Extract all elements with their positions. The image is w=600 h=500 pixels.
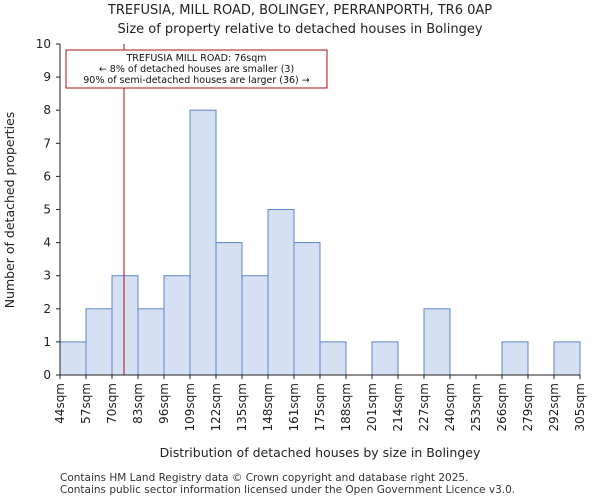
y-tick-label: 9 [43, 70, 51, 84]
chart-subtitle: Size of property relative to detached ho… [117, 22, 483, 37]
bar [241, 275, 269, 376]
x-tick-label: 279sqm [521, 383, 535, 431]
x-tick-label: 83sqm [131, 383, 145, 424]
x-tick-label: 148sqm [261, 383, 275, 431]
bar [189, 109, 217, 376]
y-tick-label: 8 [43, 103, 51, 117]
x-tick-label: 253sqm [469, 383, 483, 431]
x-tick-label: 44sqm [53, 383, 67, 424]
annotation-box [65, 49, 328, 89]
bar [501, 341, 529, 376]
bar [215, 242, 243, 376]
y-tick-label: 0 [43, 368, 51, 382]
bar [423, 308, 451, 376]
x-tick-label: 201sqm [365, 383, 379, 431]
y-tick-label: 5 [43, 203, 51, 217]
annotation-layer: TREFUSIA MILL ROAD: 76sqm← 8% of detache… [65, 49, 328, 89]
bar [111, 275, 139, 376]
x-tick-label: 109sqm [183, 383, 197, 431]
footer-line-1: Contains HM Land Registry data © Crown c… [60, 472, 469, 484]
x-tick-label: 188sqm [339, 383, 353, 431]
bar [319, 341, 347, 376]
y-tick-label: 1 [43, 335, 51, 349]
x-tick-label: 122sqm [209, 383, 223, 431]
x-axis-label: Distribution of detached houses by size … [160, 445, 481, 460]
y-tick-label: 4 [43, 236, 51, 250]
x-tick-label: 305sqm [573, 383, 587, 431]
x-tick-label: 227sqm [417, 383, 431, 431]
bar [293, 242, 321, 376]
x-tick-label: 161sqm [287, 383, 301, 431]
bar [553, 341, 581, 376]
ticks-layer: 0 1 2 3 4 5 6 7 8 9 10 44sqm 57sqm 70sqm 83sqm 96sqm 109… [36, 37, 587, 431]
bar [371, 341, 399, 376]
footer: Contains HM Land Registry data © Crown c… [60, 472, 515, 496]
annotation-line: TREFUSIA MILL ROAD: 76sqm [125, 53, 266, 64]
bar [85, 308, 113, 376]
x-tick-label: 57sqm [79, 383, 93, 424]
x-tick-label: 70sqm [105, 383, 119, 424]
y-tick-label: 6 [43, 169, 51, 183]
x-tick-label: 240sqm [443, 383, 457, 431]
bars-layer [59, 109, 581, 376]
y-tick-label: 3 [43, 269, 51, 283]
x-tick-label: 266sqm [495, 383, 509, 431]
x-tick-label: 135sqm [235, 383, 249, 431]
annotation-line: 90% of semi-detached houses are larger (… [83, 75, 310, 86]
y-tick-label: 7 [43, 136, 51, 150]
footer-line-2: Contains public sector information licen… [60, 484, 516, 496]
annotation-line: ← 8% of detached houses are smaller (3) [99, 64, 294, 75]
x-tick-label: 214sqm [391, 383, 405, 431]
x-tick-label: 96sqm [157, 383, 171, 424]
chart-title-text: TREFUSIA, MILL ROAD, BOLINGEY, PERRANPOR… [107, 3, 493, 18]
y-tick-label: 2 [43, 302, 51, 316]
x-tick-label: 292sqm [547, 383, 561, 431]
y-tick-label: 10 [36, 37, 51, 51]
bar [267, 209, 295, 376]
y-axis-label: Number of detached properties [2, 112, 17, 309]
bar [163, 275, 191, 376]
x-tick-label: 175sqm [313, 383, 327, 431]
chart-title: TREFUSIA, MILL ROAD, BOLINGEY, PERRANPOR… [0, 0, 600, 39]
bar [137, 308, 165, 376]
bar [59, 341, 87, 376]
